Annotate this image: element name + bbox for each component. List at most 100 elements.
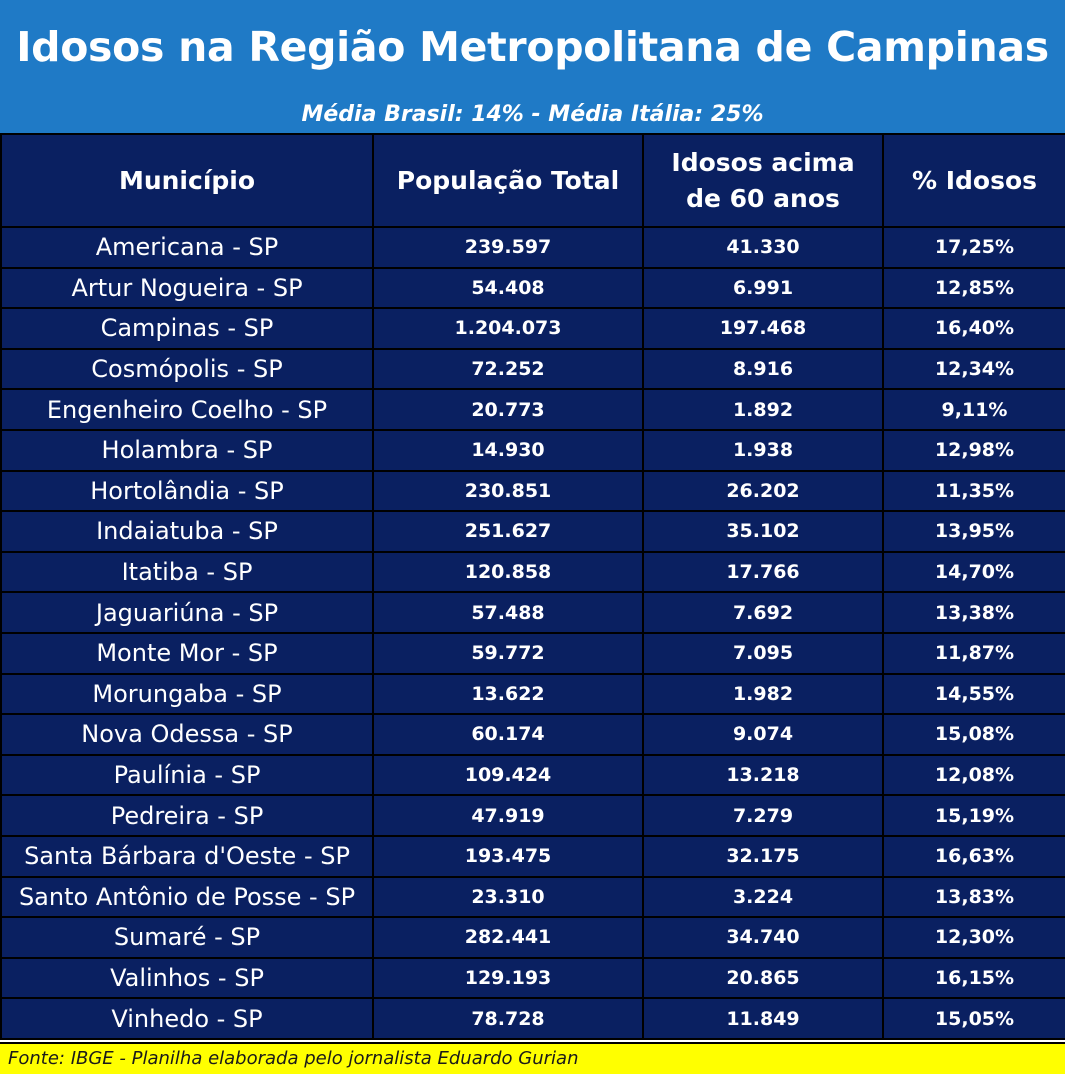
table-row: Monte Mor - SP 59.772 7.095 11,87% <box>0 631 1065 675</box>
cell-municipio: Monte Mor - SP <box>0 631 374 675</box>
table-row: Valinhos - SP 129.193 20.865 16,15% <box>0 956 1065 1000</box>
cell-pct-idosos: 12,30% <box>882 916 1065 959</box>
header-idosos-label: Idosos acima de 60 anos <box>671 147 855 213</box>
header-idosos: Idosos acima de 60 anos <box>642 133 884 228</box>
cell-idosos: 11.849 <box>642 997 884 1040</box>
cell-idosos: 34.740 <box>642 916 884 959</box>
cell-municipio: Paulínia - SP <box>0 753 374 797</box>
cell-populacao: 239.597 <box>372 226 644 269</box>
page-subtitle: Média Brasil: 14% - Média Itália: 25% <box>301 102 764 127</box>
table-row: Jaguariúna - SP 57.488 7.692 13,38% <box>0 591 1065 634</box>
table-row: Engenheiro Coelho - SP 20.773 1.892 9,11% <box>0 388 1065 431</box>
cell-populacao: 60.174 <box>372 713 644 756</box>
cell-municipio: Valinhos - SP <box>0 956 374 1000</box>
cell-populacao: 20.773 <box>372 388 644 431</box>
cell-pct-idosos: 9,11% <box>882 388 1065 431</box>
cell-municipio: Pedreira - SP <box>0 794 374 837</box>
cell-pct-idosos: 12,34% <box>882 347 1065 391</box>
cell-pct-idosos: 12,98% <box>882 428 1065 472</box>
cell-populacao: 72.252 <box>372 347 644 391</box>
cell-municipio: Engenheiro Coelho - SP <box>0 388 374 431</box>
table-header-row: Município População Total Idosos acima d… <box>0 133 1065 228</box>
cell-municipio: Jaguariúna - SP <box>0 591 374 634</box>
cell-idosos: 13.218 <box>642 753 884 797</box>
table-row: Campinas - SP 1.204.073 197.468 16,40% <box>0 307 1065 350</box>
table-row: Paulínia - SP 109.424 13.218 12,08% <box>0 753 1065 797</box>
cell-populacao: 54.408 <box>372 266 644 310</box>
cell-populacao: 1.204.073 <box>372 307 644 350</box>
table-row: Cosmópolis - SP 72.252 8.916 12,34% <box>0 347 1065 391</box>
table-row: Santa Bárbara d'Oeste - SP 193.475 32.175 1… <box>0 834 1065 878</box>
cell-idosos: 6.991 <box>642 266 884 310</box>
cell-populacao: 59.772 <box>372 631 644 675</box>
table-row: Artur Nogueira - SP 54.408 6.991 12,85% <box>0 266 1065 310</box>
cell-populacao: 109.424 <box>372 753 644 797</box>
cell-idosos: 3.224 <box>642 875 884 919</box>
cell-populacao: 129.193 <box>372 956 644 1000</box>
cell-municipio: Sumaré - SP <box>0 916 374 959</box>
title-banner: Idosos na Região Metropolitana de Campin… <box>0 0 1065 133</box>
source-footer: Fonte: IBGE - Planilha elaborada pelo jo… <box>0 1042 1065 1074</box>
table-row: Morungaba - SP 13.622 1.982 14,55% <box>0 672 1065 716</box>
table-row: Hortolândia - SP 230.851 26.202 11,35% <box>0 469 1065 513</box>
cell-populacao: 78.728 <box>372 997 644 1040</box>
cell-idosos: 197.468 <box>642 307 884 350</box>
cell-municipio: Americana - SP <box>0 226 374 269</box>
header-pct-idosos: % Idosos <box>882 133 1065 228</box>
cell-pct-idosos: 11,87% <box>882 631 1065 675</box>
cell-idosos: 7.692 <box>642 591 884 634</box>
table-row: Pedreira - SP 47.919 7.279 15,19% <box>0 794 1065 837</box>
cell-pct-idosos: 13,38% <box>882 591 1065 634</box>
cell-idosos: 17.766 <box>642 550 884 594</box>
cell-idosos: 20.865 <box>642 956 884 1000</box>
table-row: Americana - SP 239.597 41.330 17,25% <box>0 226 1065 269</box>
table-row: Indaiatuba - SP 251.627 35.102 13,95% <box>0 510 1065 553</box>
table-row: Santo Antônio de Posse - SP 23.310 3.224 13… <box>0 875 1065 919</box>
cell-pct-idosos: 13,95% <box>882 510 1065 553</box>
cell-municipio: Cosmópolis - SP <box>0 347 374 391</box>
table-row: Itatiba - SP 120.858 17.766 14,70% <box>0 550 1065 594</box>
cell-idosos: 7.095 <box>642 631 884 675</box>
cell-idosos: 9.074 <box>642 713 884 756</box>
table-row: Vinhedo - SP 78.728 11.849 15,05% <box>0 997 1065 1040</box>
cell-idosos: 35.102 <box>642 510 884 553</box>
cell-idosos: 26.202 <box>642 469 884 513</box>
cell-populacao: 230.851 <box>372 469 644 513</box>
cell-municipio: Indaiatuba - SP <box>0 510 374 553</box>
cell-idosos: 8.916 <box>642 347 884 391</box>
cell-idosos: 1.892 <box>642 388 884 431</box>
cell-municipio: Holambra - SP <box>0 428 374 472</box>
cell-municipio: Itatiba - SP <box>0 550 374 594</box>
table-body: Americana - SP 239.597 41.330 17,25% Artur N… <box>0 226 1065 1040</box>
cell-populacao: 14.930 <box>372 428 644 472</box>
table-row: Nova Odessa - SP 60.174 9.074 15,08% <box>0 713 1065 756</box>
cell-populacao: 47.919 <box>372 794 644 837</box>
source-note: Fonte: IBGE - Planilha elaborada pelo jo… <box>8 1048 579 1069</box>
cell-populacao: 193.475 <box>372 834 644 878</box>
page-title: Idosos na Região Metropolitana de Campin… <box>16 23 1049 71</box>
cell-pct-idosos: 15,05% <box>882 997 1065 1040</box>
cell-populacao: 13.622 <box>372 672 644 716</box>
cell-pct-idosos: 16,63% <box>882 834 1065 878</box>
cell-idosos: 7.279 <box>642 794 884 837</box>
cell-idosos: 1.982 <box>642 672 884 716</box>
cell-idosos: 32.175 <box>642 834 884 878</box>
cell-idosos: 1.938 <box>642 428 884 472</box>
cell-pct-idosos: 12,85% <box>882 266 1065 310</box>
cell-pct-idosos: 16,15% <box>882 956 1065 1000</box>
cell-municipio: Campinas - SP <box>0 307 374 350</box>
table-row: Holambra - SP 14.930 1.938 12,98% <box>0 428 1065 472</box>
cell-pct-idosos: 12,08% <box>882 753 1065 797</box>
data-table: Município População Total Idosos acima d… <box>0 133 1065 1040</box>
cell-populacao: 120.858 <box>372 550 644 594</box>
cell-municipio: Santa Bárbara d'Oeste - SP <box>0 834 374 878</box>
header-municipio: Município <box>0 133 374 228</box>
table-row: Sumaré - SP 282.441 34.740 12,30% <box>0 916 1065 959</box>
cell-municipio: Nova Odessa - SP <box>0 713 374 756</box>
cell-pct-idosos: 13,83% <box>882 875 1065 919</box>
cell-populacao: 23.310 <box>372 875 644 919</box>
cell-municipio: Hortolândia - SP <box>0 469 374 513</box>
cell-pct-idosos: 14,55% <box>882 672 1065 716</box>
cell-pct-idosos: 17,25% <box>882 226 1065 269</box>
